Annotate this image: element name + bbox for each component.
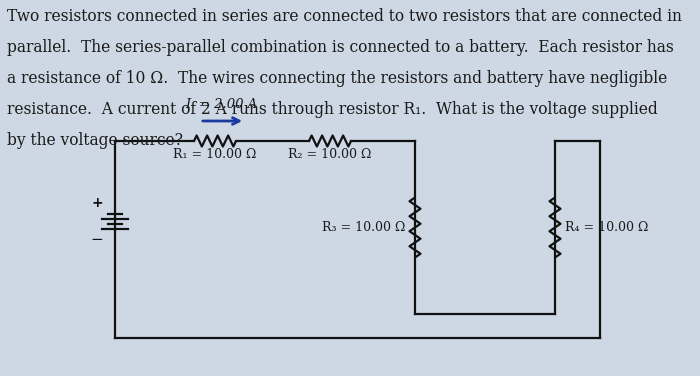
Text: R₂ = 10.00 Ω: R₂ = 10.00 Ω (288, 148, 372, 161)
Text: parallel.  The series-parallel combination is connected to a battery.  Each resi: parallel. The series-parallel combinatio… (7, 39, 673, 56)
Text: Two resistors connected in series are connected to two resistors that are connec: Two resistors connected in series are co… (7, 8, 682, 25)
Text: I  = 2.00 A: I = 2.00 A (185, 98, 258, 111)
Text: a resistance of 10 Ω.  The wires connecting the resistors and battery have negli: a resistance of 10 Ω. The wires connecti… (7, 70, 667, 87)
Text: R₄ = 10.00 Ω: R₄ = 10.00 Ω (565, 221, 648, 234)
Text: by the voltage source?: by the voltage source? (7, 132, 183, 149)
Text: +: + (91, 196, 103, 210)
Text: −: − (90, 232, 104, 247)
Text: R₁ = 10.00 Ω: R₁ = 10.00 Ω (174, 148, 257, 161)
Text: resistance.  A current of 2 A runs through resistor R₁.  What is the voltage sup: resistance. A current of 2 A runs throug… (7, 101, 658, 118)
Text: R₃ = 10.00 Ω: R₃ = 10.00 Ω (321, 221, 405, 234)
